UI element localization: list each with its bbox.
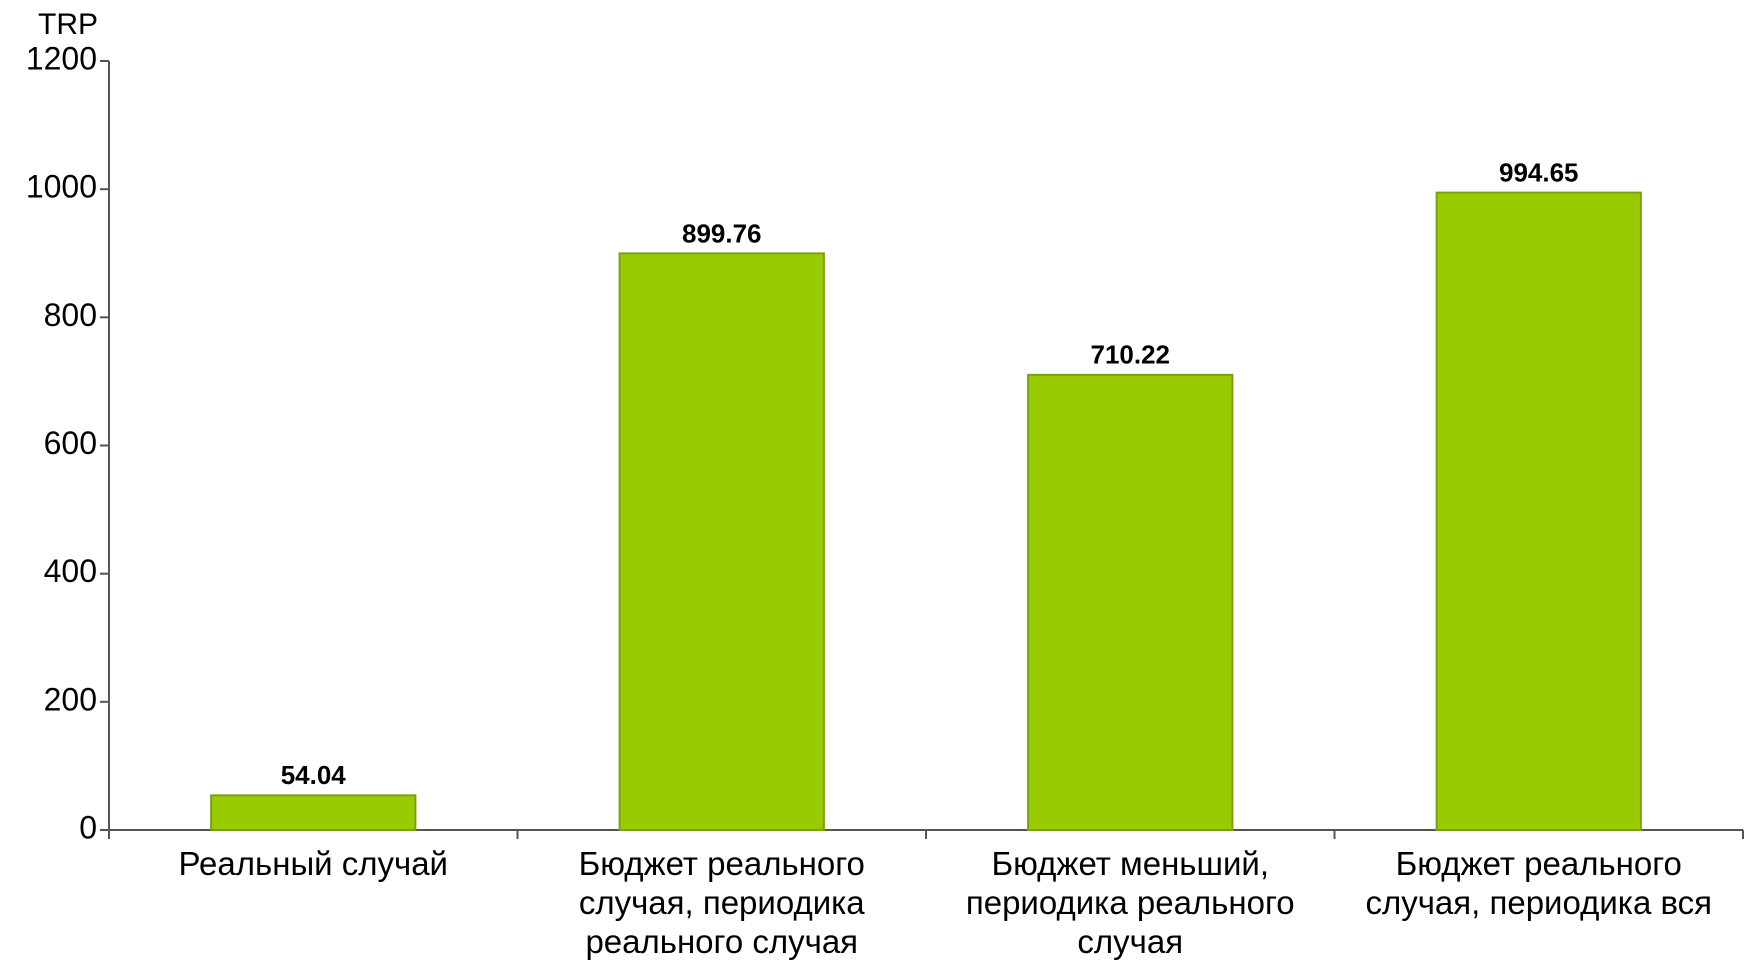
bar [210, 794, 417, 832]
value-label: 994.65 [1499, 157, 1579, 187]
y-tick-label: 400 [44, 553, 97, 589]
bar [618, 252, 825, 831]
y-tick-label: 200 [44, 681, 97, 717]
value-label: 54.04 [281, 760, 347, 790]
value-label: 899.76 [682, 218, 762, 248]
bar [1435, 191, 1642, 831]
x-tick-label: Бюджет реального случая, периодика вся [1365, 845, 1713, 921]
y-tick-label: 1000 [26, 169, 97, 205]
x-tick-label: Бюджет реального случая, периодика реаль… [578, 845, 865, 960]
y-tick-label: 1200 [26, 40, 97, 76]
x-tick-label: Бюджет меньший, периодика реального случ… [965, 845, 1295, 960]
y-tick-label: 800 [44, 297, 97, 333]
y-axis-label: TRP [38, 8, 98, 41]
y-tick-label: 600 [44, 425, 97, 461]
value-label: 710.22 [1090, 340, 1170, 370]
x-tick-label: Реальный случай [178, 845, 449, 882]
bar [1027, 373, 1234, 831]
y-tick-label: 0 [79, 809, 97, 845]
